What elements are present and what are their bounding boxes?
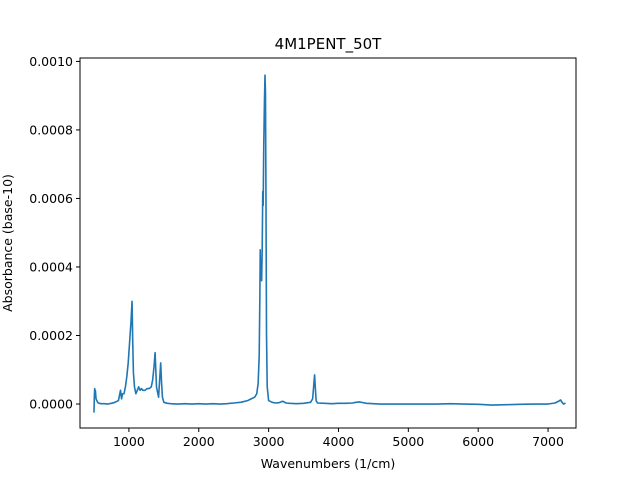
- y-tick-label: 0.0006: [29, 191, 73, 206]
- y-axis-ticks: 0.0000 0.0002 0.0004 0.0006 0.0008 0.0010: [29, 54, 80, 412]
- x-tick-label: 6000: [462, 434, 494, 449]
- axes-frame: [79, 57, 577, 429]
- x-tick-label: 3000: [253, 434, 285, 449]
- x-axis-label: Wavenumbers (1/cm): [261, 456, 396, 471]
- y-axis-label: Absorbance (base-10): [0, 174, 15, 312]
- y-tick-label: 0.0002: [29, 328, 73, 343]
- x-tick-label: 1000: [113, 434, 145, 449]
- x-tick-label: 7000: [532, 434, 564, 449]
- y-tick-label: 0.0004: [29, 259, 73, 274]
- x-axis-ticks: 1000 2000 3000 4000 5000 6000 7000: [113, 428, 564, 449]
- chart-title: 4M1PENT_50T: [275, 35, 383, 54]
- x-tick-label: 5000: [392, 434, 424, 449]
- spectrum-series-line: [93, 74, 566, 413]
- y-tick-label: 0.0008: [29, 122, 73, 137]
- plot-area: [93, 74, 566, 413]
- y-tick-label: 0.0010: [29, 54, 73, 69]
- y-tick-label: 0.0000: [29, 397, 73, 412]
- x-tick-label: 4000: [323, 434, 355, 449]
- x-tick-label: 2000: [183, 434, 215, 449]
